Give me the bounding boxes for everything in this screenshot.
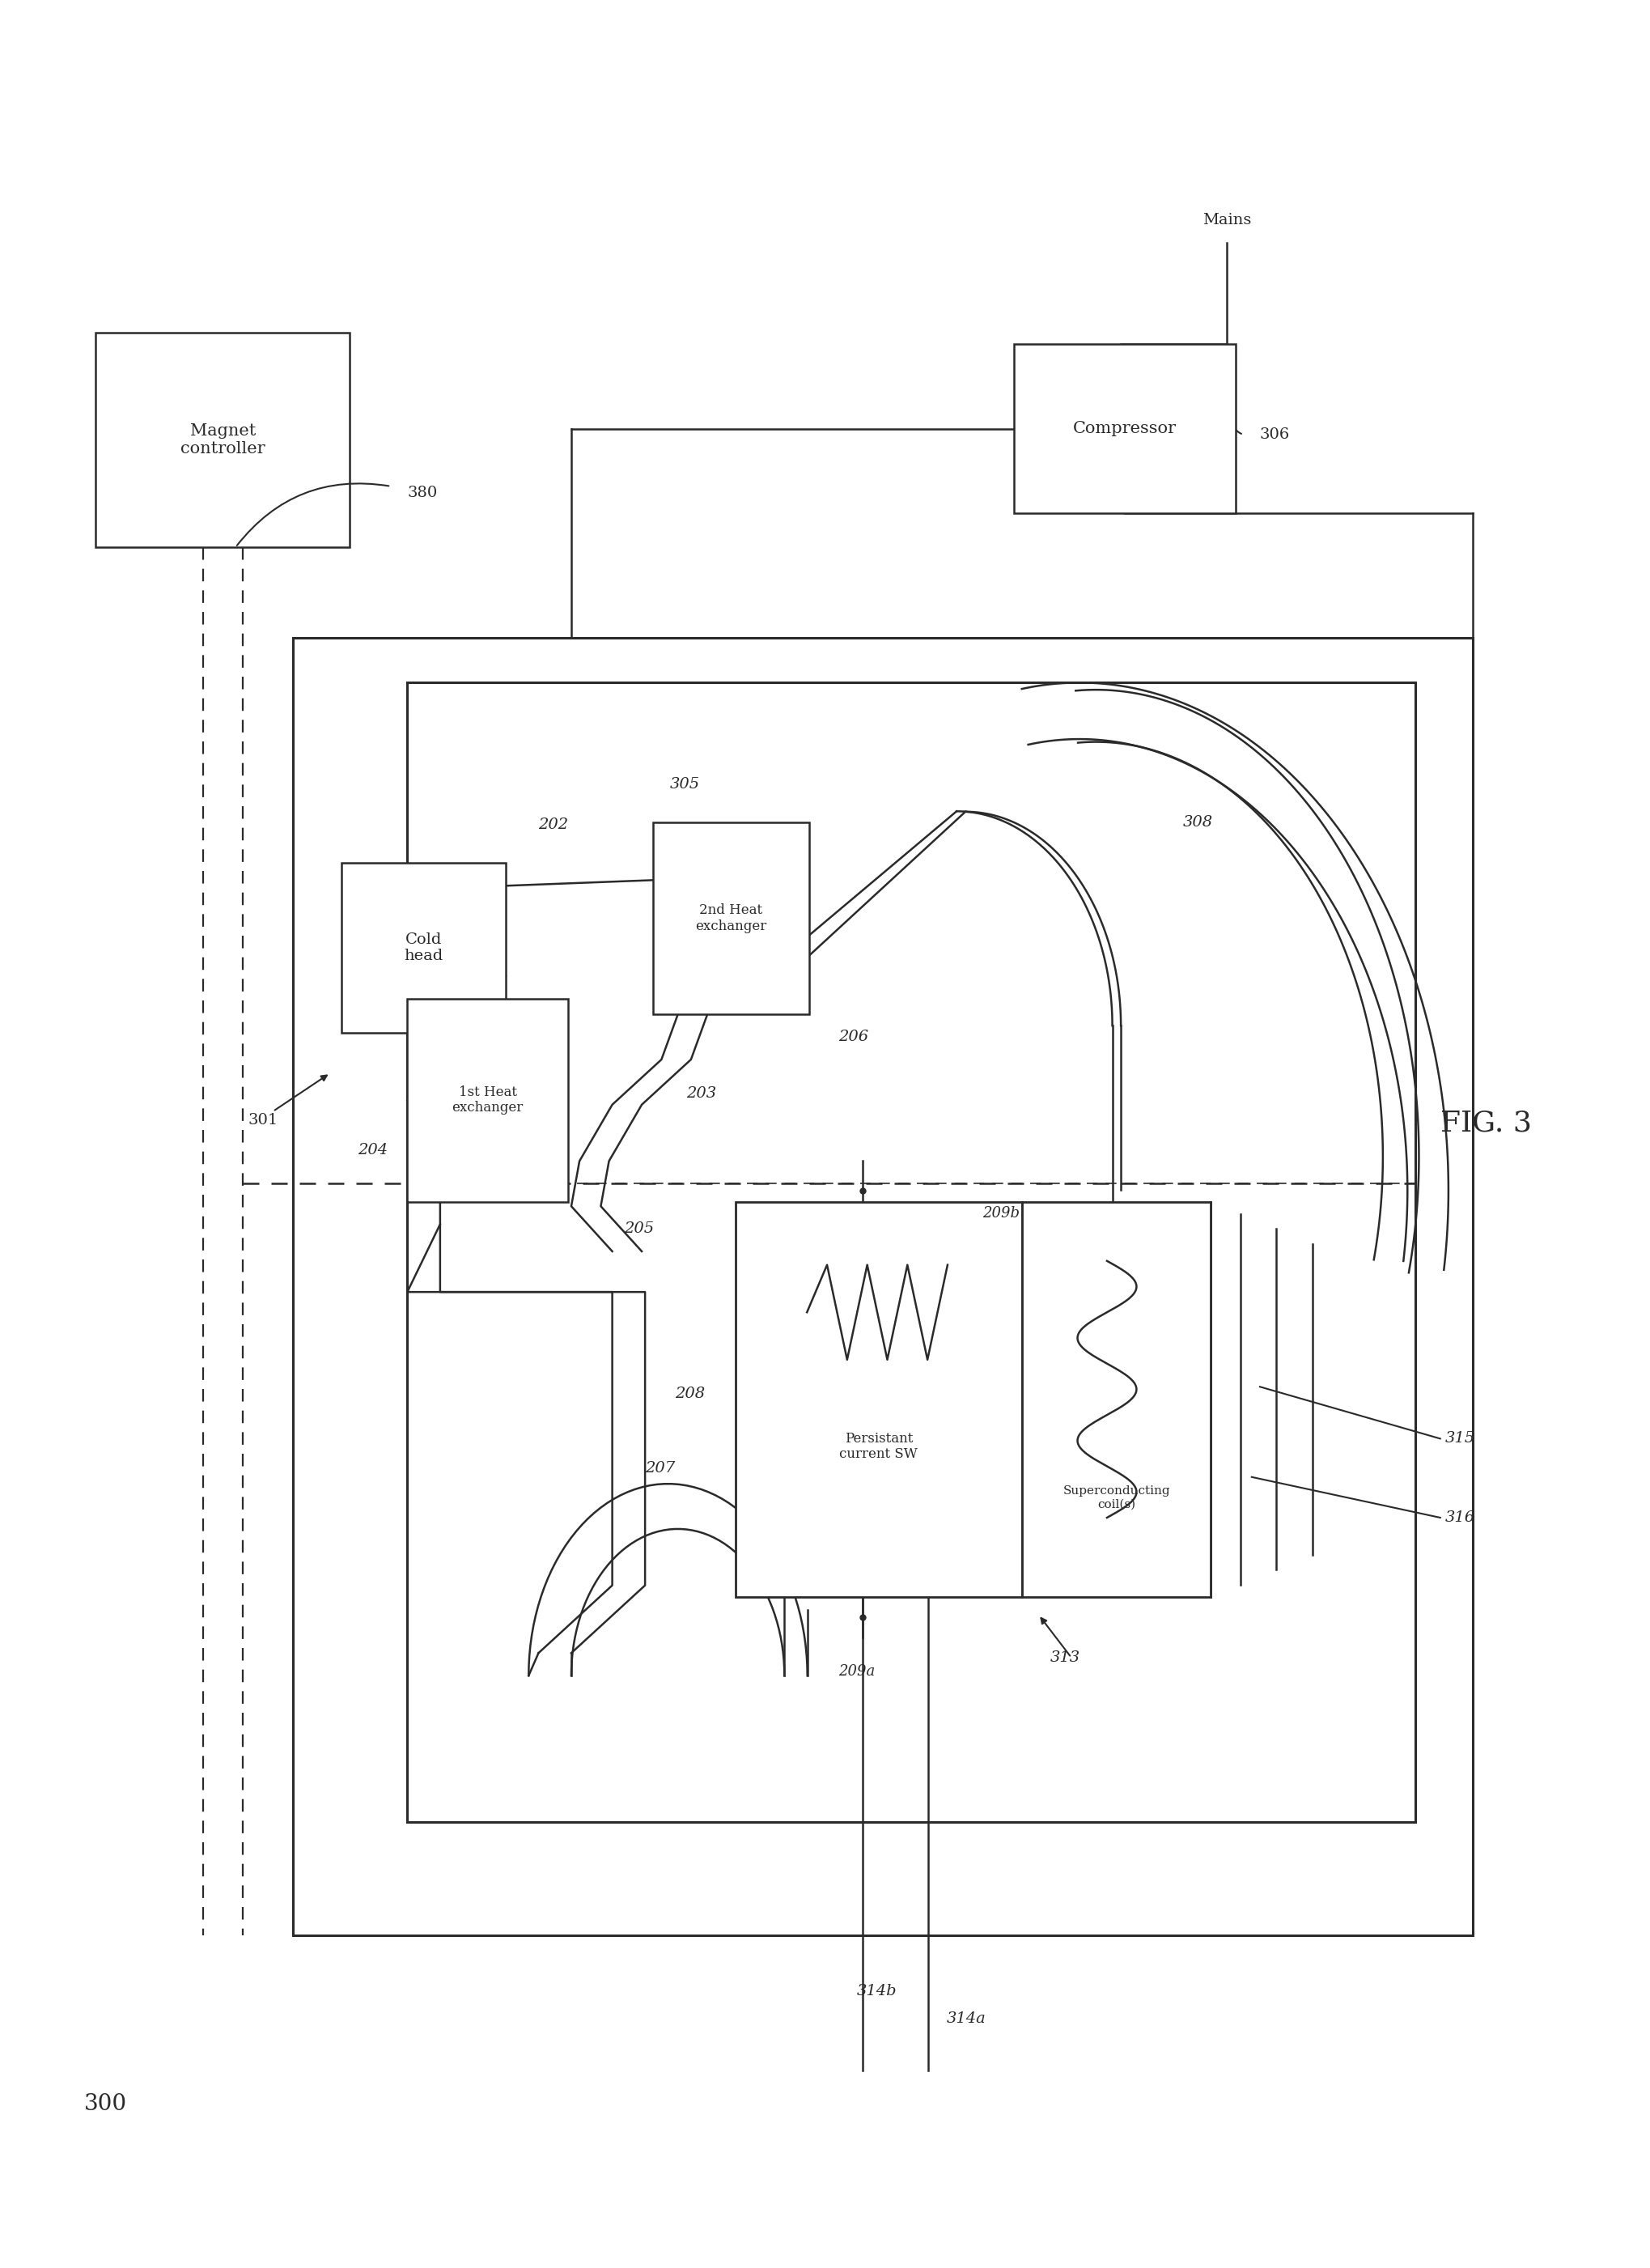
Text: Superconducting
coil(s): Superconducting coil(s) [1063, 1486, 1170, 1510]
Text: 208: 208 [675, 1386, 705, 1402]
Text: 313: 313 [1049, 1651, 1079, 1665]
Text: 202: 202 [538, 816, 568, 832]
Text: 314b: 314b [856, 1984, 896, 1998]
Text: 205: 205 [624, 1222, 653, 1236]
Text: 314a: 314a [945, 2012, 985, 2025]
Text: Compressor: Compressor [1072, 422, 1176, 435]
Bar [292, 637, 1472, 1935]
Text: 301: 301 [247, 1114, 279, 1127]
Text: Persistant
current SW: Persistant current SW [840, 1431, 917, 1461]
Bar [1013, 345, 1234, 513]
Text: 209a: 209a [838, 1665, 874, 1678]
Text: 305: 305 [670, 778, 700, 792]
Text: 308: 308 [1183, 814, 1213, 830]
Text: 380: 380 [408, 485, 437, 501]
Bar [653, 823, 808, 1014]
Text: 316: 316 [1444, 1510, 1475, 1524]
Bar [342, 864, 505, 1032]
Text: Magnet
controller: Magnet controller [180, 424, 266, 456]
Text: 306: 306 [1259, 426, 1289, 442]
Bar [408, 683, 1416, 1821]
Text: 207: 207 [645, 1461, 675, 1474]
Text: FIG. 3: FIG. 3 [1439, 1109, 1531, 1136]
Text: 206: 206 [838, 1030, 868, 1043]
Text: 1st Heat
exchanger: 1st Heat exchanger [452, 1086, 523, 1116]
Bar [96, 333, 350, 547]
Text: 300: 300 [84, 2093, 127, 2116]
Text: 2nd Heat
exchanger: 2nd Heat exchanger [695, 903, 767, 934]
Bar [408, 998, 568, 1202]
Bar [1021, 1202, 1209, 1597]
Bar [734, 1202, 1021, 1597]
Text: 315: 315 [1444, 1431, 1475, 1447]
Text: Cold
head: Cold head [404, 932, 442, 964]
Text: Mains: Mains [1203, 213, 1251, 227]
Text: 209b: 209b [982, 1207, 1020, 1220]
Text: 204: 204 [358, 1143, 388, 1157]
Text: 203: 203 [686, 1086, 716, 1100]
